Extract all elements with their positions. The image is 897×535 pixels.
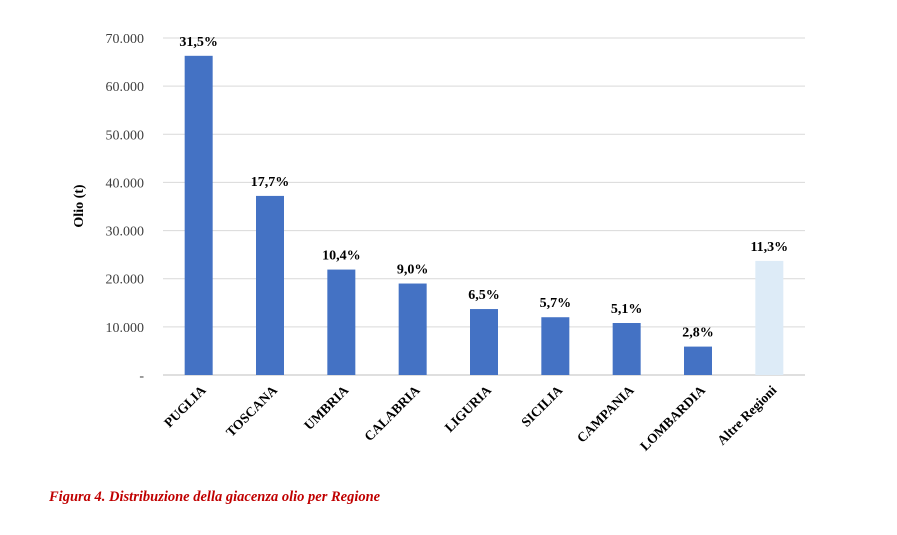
bars xyxy=(184,55,784,375)
y-tick-label: 50.000 xyxy=(106,128,145,143)
x-tick-label: SICILIA xyxy=(518,382,565,429)
x-tick-label: TOSCANA xyxy=(223,382,280,439)
y-tick-label: 70.000 xyxy=(106,32,145,47)
y-tick-label: 10.000 xyxy=(106,321,145,336)
bar-lombardia xyxy=(684,346,712,375)
x-tick-label: Altre Regioni xyxy=(714,382,779,447)
y-tick-label: 20.000 xyxy=(106,273,145,288)
data-label: 2,8% xyxy=(682,326,714,341)
data-label: 5,7% xyxy=(540,296,572,311)
data-label: 5,1% xyxy=(611,302,643,317)
y-tick-label: 60.000 xyxy=(106,80,145,95)
x-tick-label: UMBRIA xyxy=(301,382,352,433)
y-tick-labels: - 10.000 20.000 30.000 40.000 50.000 60.000 70.… xyxy=(106,32,145,384)
y-axis-label: Olio (t) xyxy=(72,184,87,227)
bar-sicilia xyxy=(541,317,570,375)
data-label: 11,3% xyxy=(750,240,788,255)
data-label: 6,5% xyxy=(468,288,500,303)
bar-umbria xyxy=(327,269,356,375)
x-tick-labels: PUGLIA TOSCANA UMBRIA CALABRIA LIGURIA SICILI… xyxy=(161,382,780,453)
data-label: 17,7% xyxy=(251,175,290,190)
bar-calabria xyxy=(398,283,427,375)
x-tick-label: CAMPANIA xyxy=(574,382,637,445)
x-tick-label: CALABRIA xyxy=(361,382,423,444)
x-tick-label: PUGLIA xyxy=(161,382,209,430)
y-tick-label: - xyxy=(139,369,144,384)
y-tick-label: 40.000 xyxy=(106,176,145,191)
bar-campania xyxy=(612,323,641,375)
bar-liguria xyxy=(470,309,498,375)
data-labels: 31,5% 17,7% 10,4% 9,0% 6,5% 5,7% 5,1% 2,8% 11,3% xyxy=(179,35,788,341)
bar-chart: - 10.000 20.000 30.000 40.000 50.000 60.000 70.… xyxy=(72,32,805,454)
bar-puglia xyxy=(184,55,213,375)
data-label: 31,5% xyxy=(179,35,218,50)
x-tick-label: LOMBARDIA xyxy=(637,382,708,453)
data-label: 9,0% xyxy=(397,263,429,278)
y-tick-label: 30.000 xyxy=(106,225,145,240)
figure-caption: Figura 4. Distribuzione della giacenza o… xyxy=(49,489,381,505)
x-tick-label: LIGURIA xyxy=(442,382,495,435)
data-label: 10,4% xyxy=(322,249,361,264)
bar-altre-regioni xyxy=(755,260,784,375)
bar-toscana xyxy=(256,195,284,375)
